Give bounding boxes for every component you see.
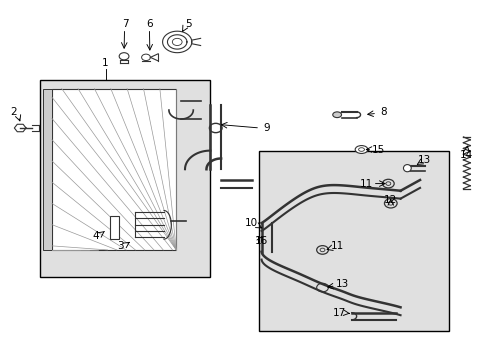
Text: 17: 17	[332, 308, 346, 318]
Text: 11: 11	[359, 179, 372, 189]
Ellipse shape	[354, 145, 367, 153]
Text: 8: 8	[379, 107, 386, 117]
Text: 14: 14	[459, 150, 472, 160]
Bar	[40, 80, 210, 277]
Bar	[110, 216, 119, 239]
Text: 13: 13	[417, 155, 430, 165]
Text: 11: 11	[330, 241, 343, 251]
Text: 2: 2	[10, 107, 17, 117]
Text: 13: 13	[335, 279, 348, 289]
Text: 16: 16	[254, 236, 267, 246]
Text: 1: 1	[102, 58, 109, 68]
Bar	[43, 89, 52, 250]
Text: 15: 15	[371, 144, 385, 154]
Text: 4: 4	[92, 231, 99, 240]
Text: 7: 7	[122, 19, 128, 29]
Text: 9: 9	[263, 123, 269, 133]
Text: 12: 12	[384, 195, 397, 205]
Text: 5: 5	[185, 19, 191, 29]
Bar	[52, 89, 176, 250]
Text: 3: 3	[117, 241, 123, 251]
Text: 10: 10	[245, 218, 258, 228]
Ellipse shape	[403, 165, 410, 172]
Ellipse shape	[358, 148, 364, 151]
Bar	[259, 151, 448, 330]
Ellipse shape	[332, 112, 341, 118]
Text: 6: 6	[146, 19, 152, 29]
